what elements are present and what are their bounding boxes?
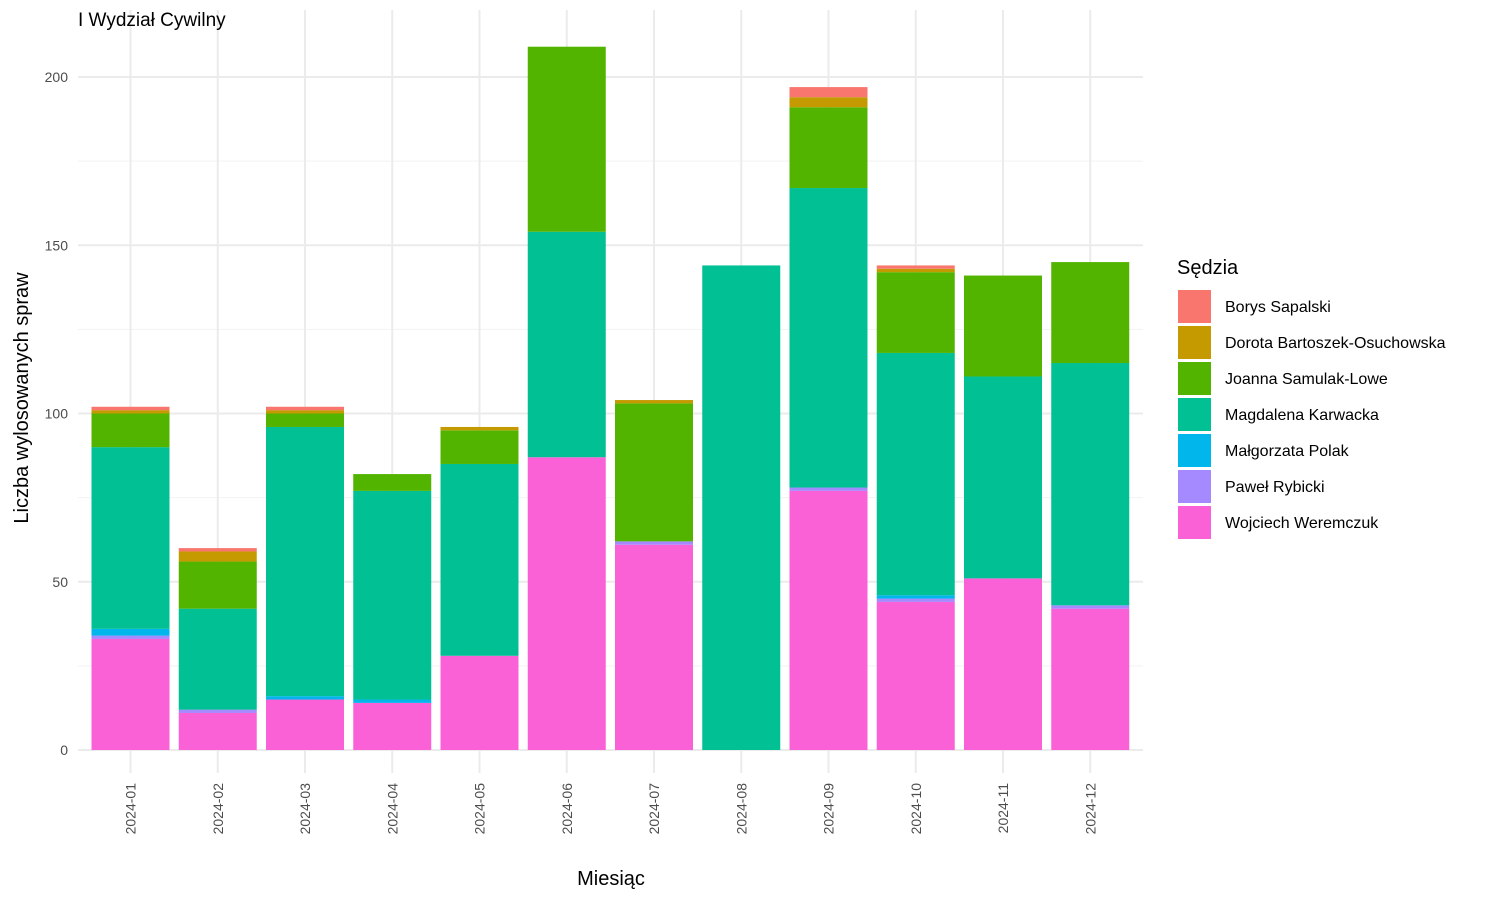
bar-segment bbox=[1051, 363, 1130, 606]
bar-segment bbox=[876, 601, 955, 750]
bar-segment bbox=[1051, 608, 1130, 750]
y-tick-label: 200 bbox=[45, 69, 69, 85]
legend-label: Joanna Samulak-Lowe bbox=[1225, 371, 1388, 388]
bar-segment bbox=[615, 403, 693, 542]
bar-segment bbox=[964, 376, 1042, 579]
bar-segment bbox=[178, 709, 257, 713]
bar-segment bbox=[615, 400, 693, 404]
bar-segment bbox=[1051, 605, 1130, 609]
x-tick-label: 2024-03 bbox=[297, 783, 313, 835]
legend-label: Magdalena Karwacka bbox=[1225, 407, 1379, 424]
x-tick-label: 2024-09 bbox=[821, 783, 837, 835]
bar-segment bbox=[91, 447, 170, 629]
bar-segment bbox=[353, 490, 432, 700]
x-tick-label: 2024-02 bbox=[210, 783, 226, 835]
bar-segment bbox=[789, 87, 868, 98]
bar-segment bbox=[527, 231, 606, 458]
bar-segment bbox=[876, 598, 955, 602]
bar-segment bbox=[353, 702, 432, 750]
bar-segment bbox=[178, 548, 257, 552]
bar-segment bbox=[178, 608, 257, 710]
bar-segment bbox=[91, 635, 170, 639]
legend-label: Dorota Bartoszek-Osuchowska bbox=[1225, 335, 1446, 352]
x-tick-label: 2024-08 bbox=[733, 783, 749, 835]
legend-swatch bbox=[1178, 290, 1211, 323]
x-tick-label: 2024-06 bbox=[559, 783, 575, 835]
bar-segment bbox=[440, 426, 519, 431]
x-axis-title: Miesiąc bbox=[577, 868, 645, 890]
legend-label: Borys Sapalski bbox=[1225, 299, 1331, 316]
legend-label: Wojciech Weremczuk bbox=[1225, 515, 1379, 532]
bar-segment bbox=[266, 426, 344, 697]
bar-segment bbox=[964, 578, 1042, 750]
x-tick-label: 2024-11 bbox=[995, 783, 1011, 834]
legend-swatch bbox=[1178, 326, 1211, 359]
bar-segment bbox=[876, 352, 955, 596]
bar-segment bbox=[266, 406, 344, 411]
bar-segment bbox=[1051, 262, 1130, 364]
y-axis-ticks: 0 50 100 150 200 bbox=[45, 69, 69, 758]
bar-segment bbox=[964, 275, 1042, 377]
legend-swatch bbox=[1178, 398, 1211, 431]
bar-segment bbox=[876, 272, 955, 353]
x-tick-label: 2024-10 bbox=[908, 783, 924, 835]
bar-segment bbox=[615, 541, 693, 545]
x-tick-label: 2024-05 bbox=[472, 783, 488, 835]
y-tick-label: 50 bbox=[52, 574, 68, 590]
bar-segment bbox=[178, 561, 257, 609]
bar-segment bbox=[527, 46, 606, 232]
legend-swatch bbox=[1178, 470, 1211, 503]
bar-segment bbox=[440, 463, 519, 656]
bar-segment bbox=[353, 474, 432, 491]
x-tick-label: 2024-01 bbox=[123, 783, 139, 835]
bar-segment bbox=[178, 551, 257, 562]
bar-segment bbox=[266, 410, 344, 414]
bar-segment bbox=[91, 406, 170, 411]
bar-segment bbox=[789, 97, 868, 108]
bar-segment bbox=[266, 696, 344, 700]
bar-segment bbox=[876, 265, 955, 269]
y-tick-label: 150 bbox=[45, 237, 69, 253]
y-tick-label: 0 bbox=[60, 742, 68, 758]
chart-title: I Wydział Cywilny bbox=[78, 10, 226, 31]
bar-segment bbox=[702, 265, 781, 750]
bar-segment bbox=[91, 638, 170, 750]
bar-segment bbox=[178, 712, 257, 750]
bar-segment bbox=[266, 413, 344, 427]
bar-segment bbox=[91, 413, 170, 448]
bar-segment bbox=[789, 188, 868, 488]
bar-segment bbox=[876, 268, 955, 273]
legend-swatch bbox=[1178, 434, 1211, 467]
bar-segment bbox=[91, 628, 170, 636]
bar-segment bbox=[440, 430, 519, 464]
bar-segment bbox=[527, 457, 606, 750]
x-tick-label: 2024-07 bbox=[646, 783, 662, 835]
legend-label: Małgorzata Polak bbox=[1225, 443, 1350, 460]
y-axis-title: Liczba wylosowanych spraw bbox=[11, 272, 33, 524]
y-tick-label: 100 bbox=[45, 406, 69, 422]
x-axis-ticks: 2024-01 2024-02 2024-03 2024-04 2024-05 2024-… bbox=[123, 783, 1099, 835]
bar-segment bbox=[266, 699, 344, 750]
bar-segment bbox=[789, 487, 868, 491]
legend-swatch bbox=[1178, 362, 1211, 395]
x-tick-label: 2024-12 bbox=[1082, 783, 1098, 835]
bar-segment bbox=[615, 544, 693, 750]
bar-segment bbox=[876, 595, 955, 599]
legend-title: Sędzia bbox=[1177, 257, 1239, 279]
bar-segment bbox=[353, 699, 432, 703]
legend-label: Paweł Rybicki bbox=[1225, 479, 1325, 496]
bar-segment bbox=[789, 490, 868, 750]
x-tick-label: 2024-04 bbox=[384, 783, 400, 835]
legend: Sędzia Borys Sapalski Dorota Bartoszek-Os… bbox=[1177, 257, 1446, 539]
bar-segment bbox=[440, 655, 519, 750]
bar-segment bbox=[789, 107, 868, 189]
bar-segment bbox=[91, 410, 170, 414]
legend-swatch bbox=[1178, 506, 1211, 539]
bars-group bbox=[91, 46, 1130, 750]
